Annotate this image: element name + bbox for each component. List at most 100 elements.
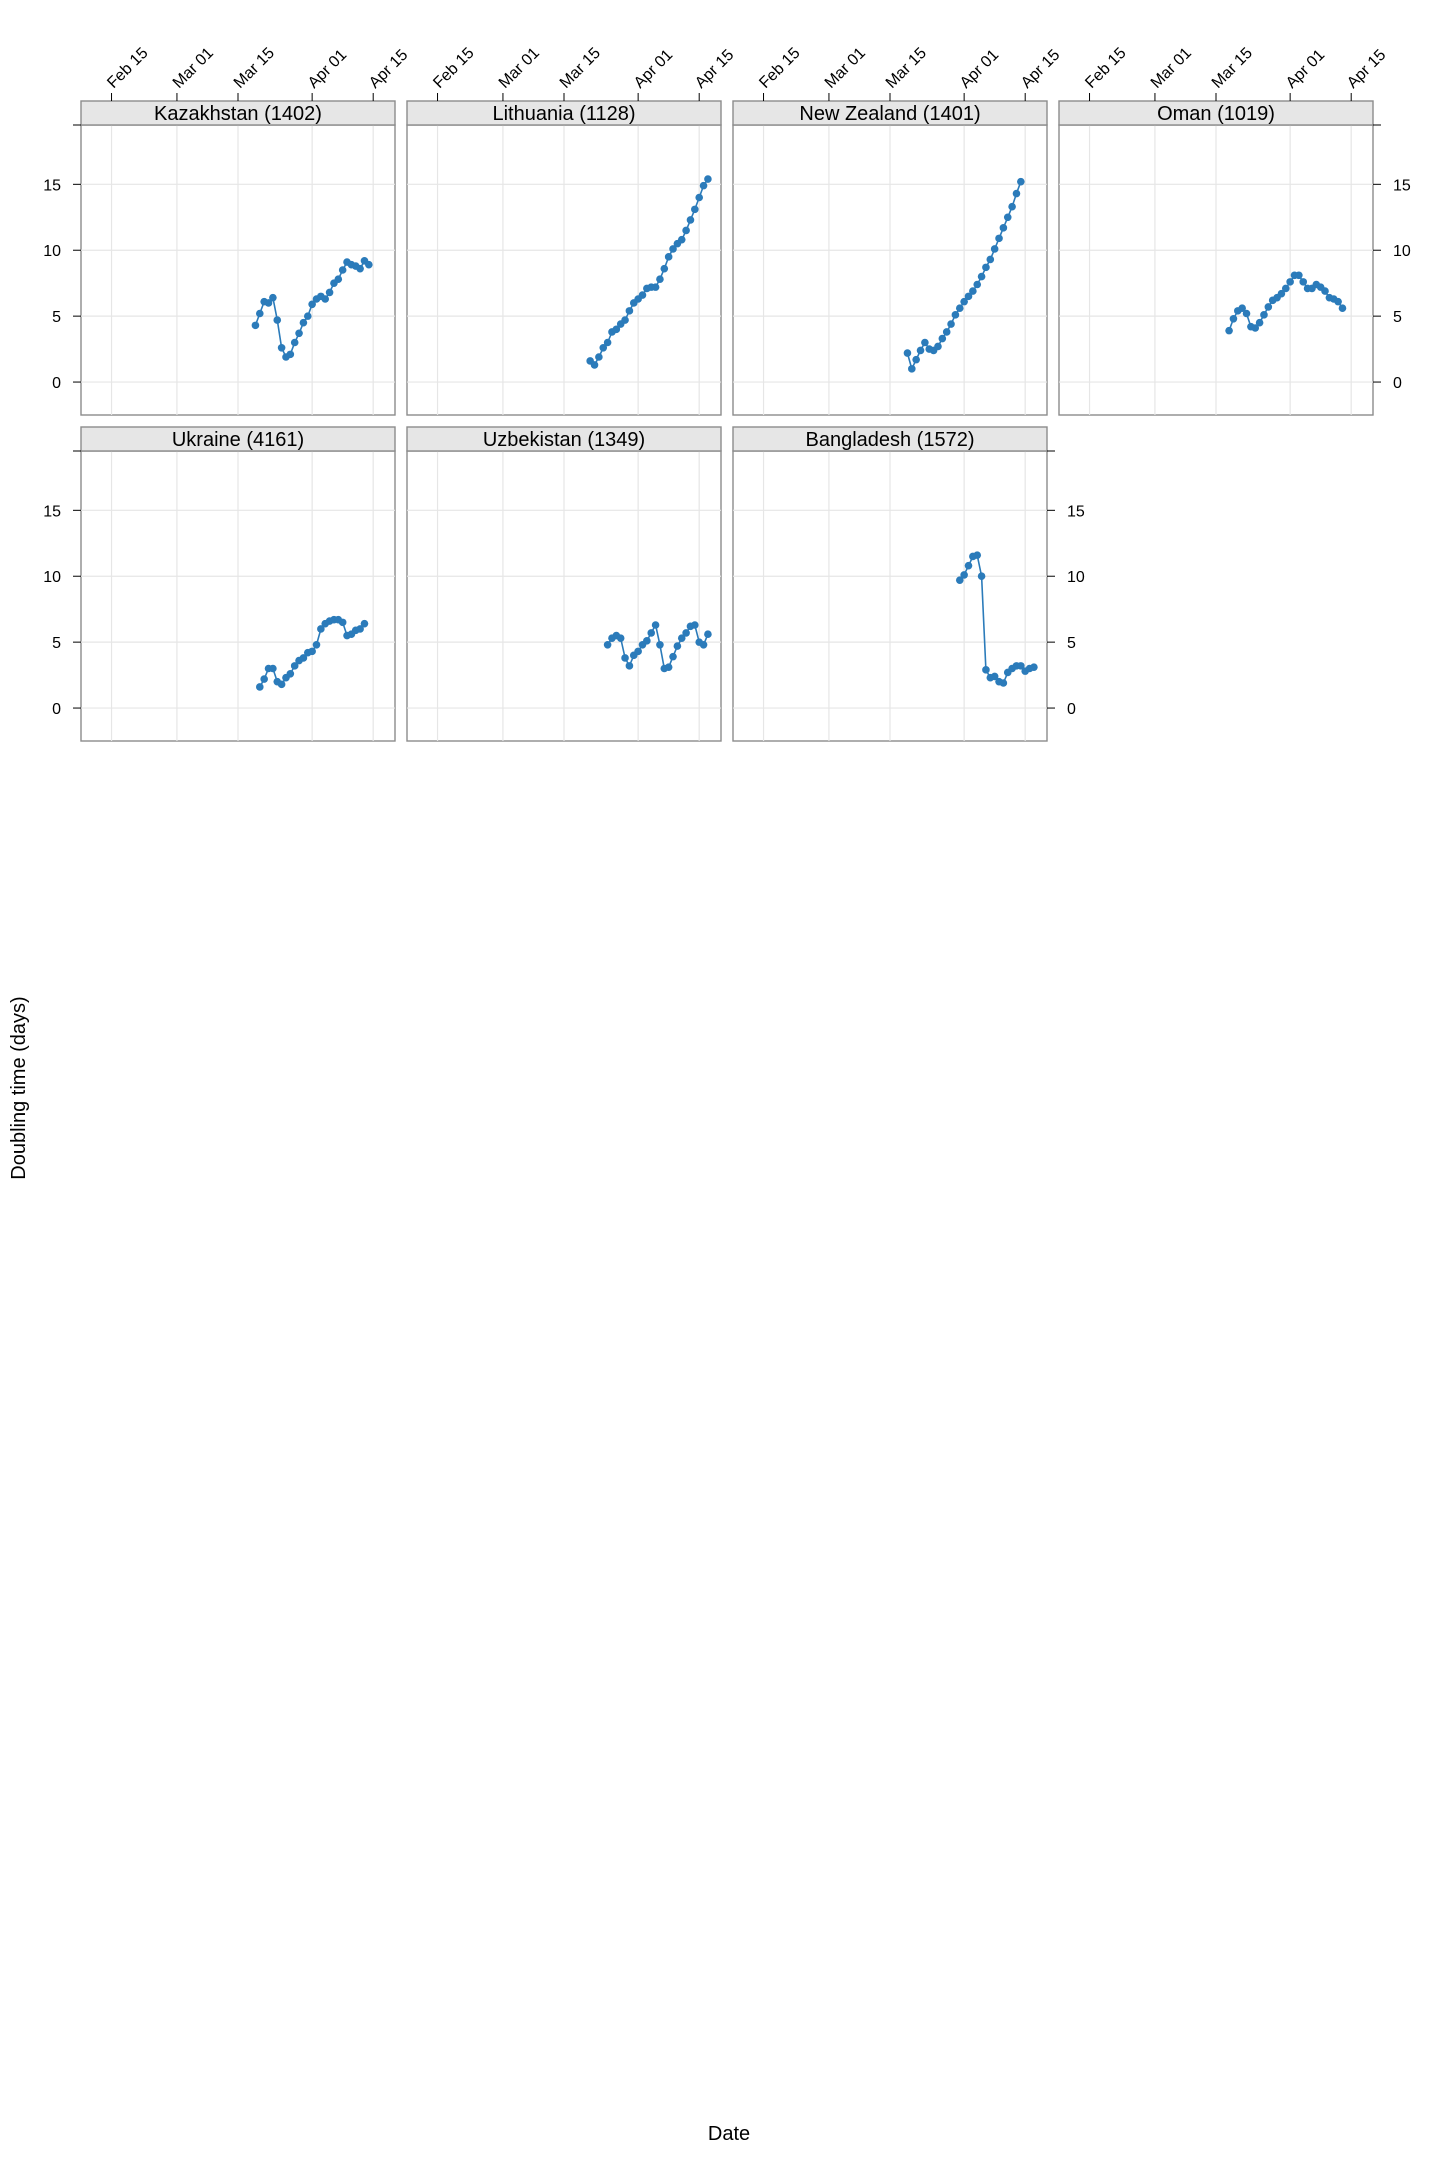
y-tick-label: 0	[1067, 701, 1076, 718]
data-point	[1277, 289, 1286, 298]
data-point	[691, 205, 699, 214]
panel-strip	[732, 426, 1048, 452]
data-point	[365, 260, 373, 269]
panel: Kazakhstan (1402)Feb 15 Mar 01 Mar 15 Apr 0…	[43, 45, 411, 416]
y-tick-label: 10	[43, 243, 61, 260]
data-point	[699, 181, 708, 190]
data-point	[651, 621, 660, 629]
panel-strip	[80, 100, 396, 126]
data-point	[338, 618, 347, 627]
data-point	[916, 346, 925, 355]
data-point	[982, 263, 990, 272]
data-point	[1030, 663, 1038, 671]
data-point	[695, 193, 703, 202]
data-point	[677, 235, 686, 244]
x-tick-label: Mar 01	[1148, 45, 1195, 92]
x-tick-label: Mar 15	[1209, 45, 1256, 92]
panel: Oman (1019) Feb 15 Mar 01 Mar 15 Apr 01 Apr 1…	[1058, 45, 1411, 416]
data-point	[1260, 311, 1268, 319]
data-point	[651, 283, 660, 291]
x-tick-label: Mar 01	[822, 45, 869, 92]
data-point	[1321, 287, 1329, 295]
y-tick-label: 0	[52, 701, 61, 718]
data-point	[599, 343, 608, 352]
data-point	[704, 630, 712, 639]
panel-title: Ukraine (4161)	[172, 429, 304, 451]
data-point	[360, 619, 369, 628]
data-point	[647, 629, 656, 637]
data-point	[277, 343, 286, 352]
data-point	[1229, 314, 1238, 323]
data-point	[1225, 326, 1233, 335]
data-point	[308, 300, 316, 309]
x-tick-label: Apr 15	[366, 46, 411, 91]
data-point	[603, 338, 612, 347]
data-point	[612, 325, 621, 334]
data-point	[616, 634, 625, 642]
data-point	[969, 287, 977, 295]
data-point	[1295, 271, 1303, 280]
data-point	[269, 664, 277, 673]
y-tick-label: 10	[43, 569, 61, 586]
data-point	[295, 329, 303, 338]
y-tick-label: 15	[1393, 177, 1411, 194]
x-tick-label: Mar 01	[170, 45, 217, 92]
data-point	[338, 266, 347, 274]
data-point	[1286, 278, 1294, 286]
panel-title: Bangladesh (1572)	[805, 429, 974, 451]
data-point	[1255, 318, 1264, 327]
data-point	[669, 245, 677, 253]
data-point	[590, 361, 599, 369]
x-tick-label: Feb 15	[430, 45, 477, 92]
data-point	[299, 654, 308, 662]
data-point	[999, 679, 1008, 687]
data-point	[625, 307, 634, 315]
panel: Ukraine (4161) 0 5 10 15	[43, 426, 396, 742]
data-point	[643, 637, 651, 645]
x-tick-label: Feb 15	[1082, 45, 1129, 92]
data-point	[251, 321, 260, 330]
x-tick-label: Feb 15	[756, 45, 803, 92]
y-tick-label: 10	[1393, 243, 1411, 260]
data-point	[325, 288, 334, 297]
data-point	[660, 264, 669, 273]
data-point	[656, 275, 664, 284]
data-point	[595, 353, 603, 361]
x-tick-label: Apr 01	[305, 46, 350, 91]
data-point	[1299, 278, 1308, 286]
data-point	[964, 292, 973, 301]
panel-title: Oman (1019)	[1157, 103, 1275, 125]
data-point	[638, 291, 647, 299]
data-point	[960, 571, 968, 579]
data-point	[686, 216, 695, 224]
x-tick-label: Apr 15	[1018, 46, 1063, 91]
data-point	[312, 640, 321, 649]
panel-title: Lithuania (1128)	[492, 103, 635, 125]
data-point	[290, 662, 299, 670]
data-point	[625, 662, 634, 670]
y-tick-label: 10	[1067, 569, 1085, 586]
data-point	[947, 320, 955, 328]
data-point	[1238, 304, 1246, 313]
data-point	[908, 365, 916, 373]
y-axis-title: Doubling time (days)	[8, 996, 30, 1179]
panel-title: Uzbekistan (1349)	[483, 429, 645, 451]
data-point	[356, 264, 364, 273]
data-point	[603, 640, 612, 649]
x-axis-title: Date	[708, 2123, 750, 2145]
x-tick-label: Apr 15	[1344, 46, 1389, 91]
data-point	[317, 625, 325, 633]
y-tick-label: 5	[1067, 635, 1076, 652]
data-point	[1017, 177, 1025, 186]
data-point	[951, 311, 960, 319]
data-point	[273, 316, 282, 324]
data-point	[942, 328, 951, 336]
data-point	[982, 666, 990, 674]
data-point	[677, 634, 686, 642]
data-point	[256, 683, 264, 691]
data-point	[621, 316, 629, 324]
data-point	[321, 295, 330, 303]
data-point	[1012, 189, 1021, 198]
data-point	[1334, 297, 1342, 306]
